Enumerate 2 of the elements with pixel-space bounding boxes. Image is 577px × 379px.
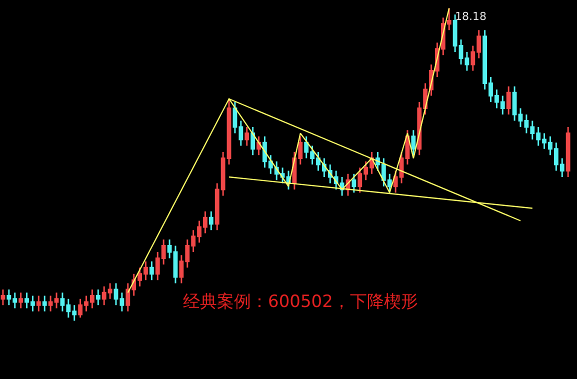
annotation: 18.18 bbox=[455, 10, 486, 23]
annotation: 经典案例：600502，下降楔形 bbox=[183, 292, 418, 312]
